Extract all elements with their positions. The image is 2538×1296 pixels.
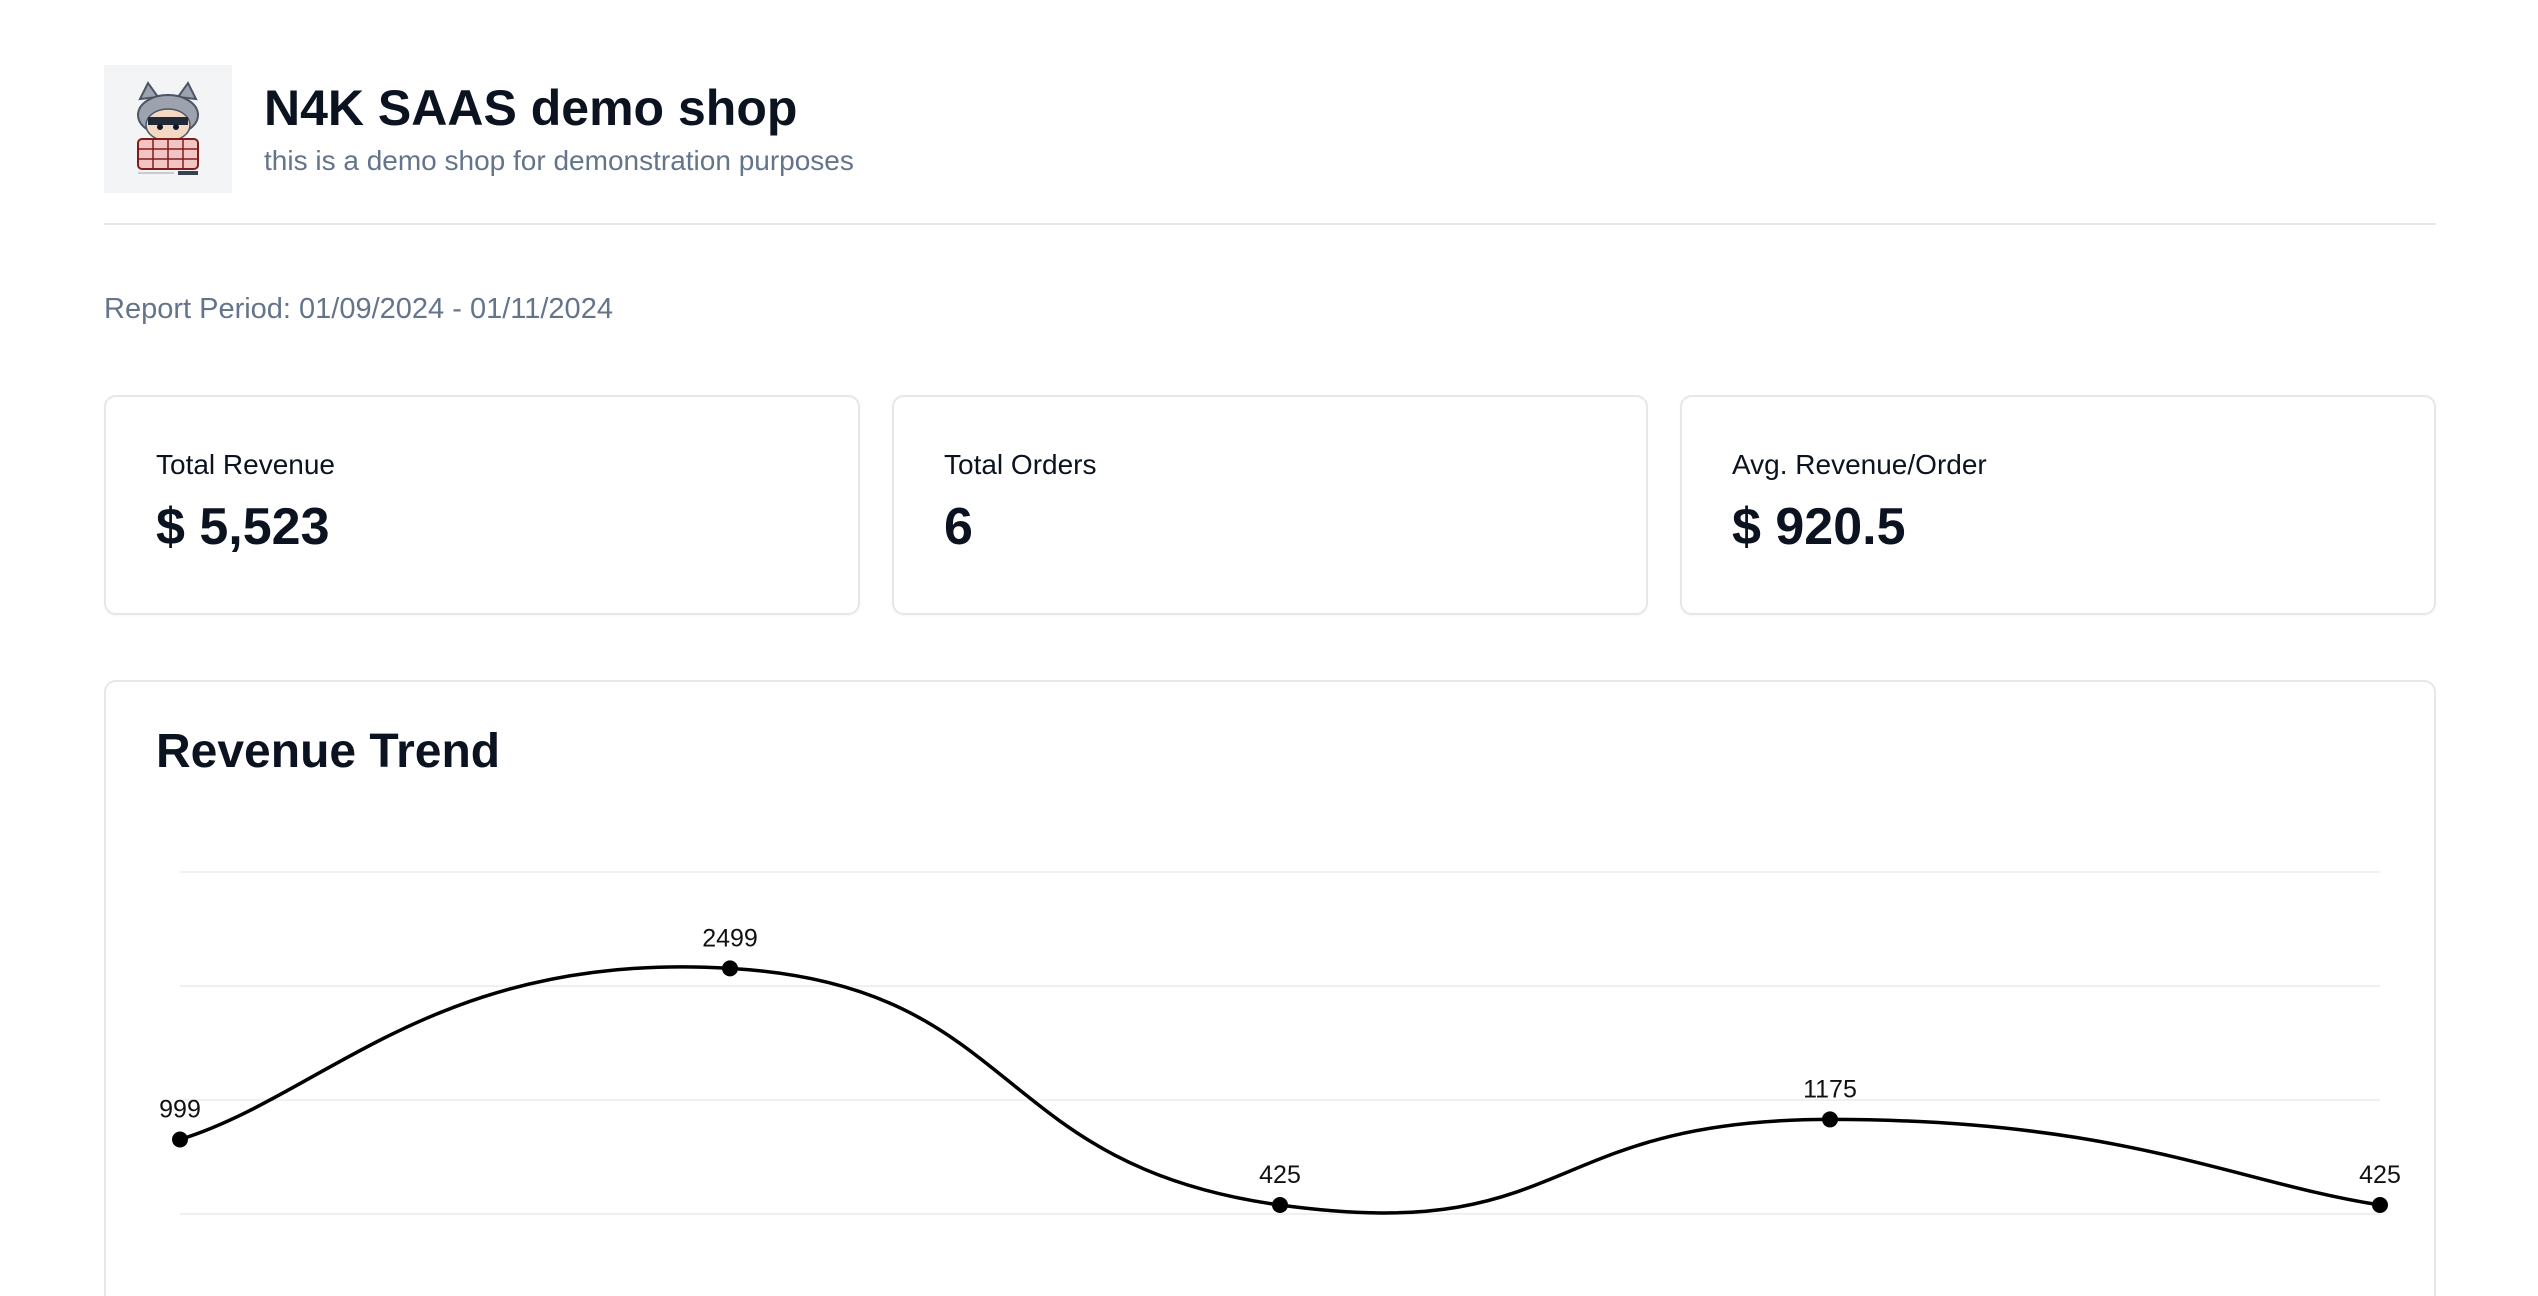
stat-value: 6 [944,498,973,556]
chart-grid [180,871,2380,1215]
data-point[interactable] [2372,1197,2388,1214]
chart-points [172,960,2388,1214]
chart-title: Revenue Trend [156,725,501,778]
data-label: 999 [159,1096,201,1124]
data-point[interactable] [722,960,738,977]
data-label: 1175 [1803,1075,1857,1103]
shop-header: N4K SAAS demo shop this is a demo shop f… [104,65,2436,225]
shop-subtitle: this is a demo shop for demonstration pu… [264,145,854,176]
revenue-trend-chart: 999 2499 425 1175 425 [159,871,2401,1215]
data-label: 425 [2359,1161,2401,1189]
stat-value: $ 920.5 [1732,498,1906,556]
data-point[interactable] [172,1131,188,1148]
shop-logo-icon [104,65,232,193]
stat-value: $ 5,523 [156,498,330,556]
data-point[interactable] [1272,1197,1288,1214]
shop-title: N4K SAAS demo shop [264,80,798,136]
data-point[interactable] [1822,1111,1838,1128]
stat-label: Avg. Revenue/Order [1732,449,1987,480]
data-label: 425 [1259,1161,1301,1189]
stat-label: Total Orders [944,449,1097,480]
cat-mascot-icon [137,81,199,175]
avg-revenue-card: Avg. Revenue/Order $ 920.5 [1680,395,2436,615]
total-revenue-card: Total Revenue $ 5,523 [104,395,860,615]
report-period: Report Period: 01/09/2024 - 01/11/2024 [104,293,613,325]
data-label: 2499 [702,924,758,952]
total-orders-card: Total Orders 6 [892,395,1648,615]
revenue-trend-card: Revenue Trend 999 2499 425 1175 425 [104,680,2436,1296]
chart-data-labels: 999 2499 425 1175 425 [159,924,2401,1189]
stat-label: Total Revenue [156,449,336,480]
revenue-line [179,965,2381,1215]
